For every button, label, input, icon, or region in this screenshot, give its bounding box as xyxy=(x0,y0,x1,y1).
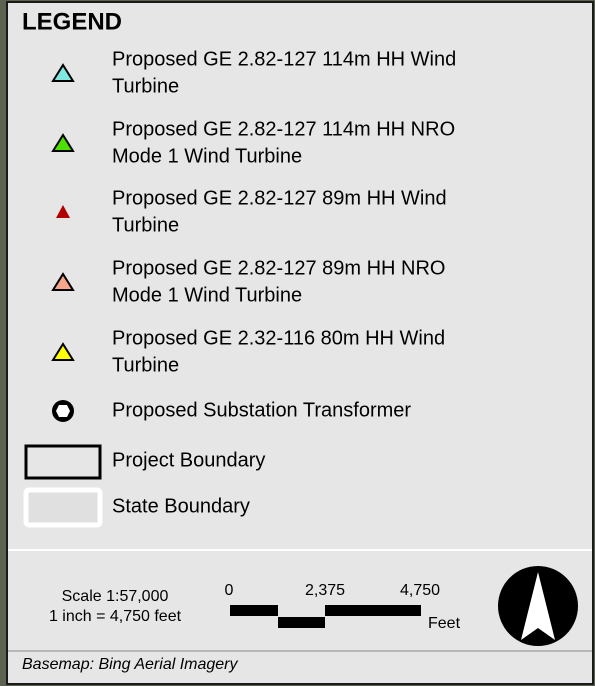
scale-label: 2,375 xyxy=(305,582,345,599)
scale-label: 4,750 xyxy=(400,582,440,599)
scale-label: 0 xyxy=(225,582,234,599)
legend-label: Turbine xyxy=(112,214,179,236)
scale-ratio: Scale 1:57,000 xyxy=(62,588,169,605)
icon-triangle xyxy=(51,272,75,291)
legend-label: Proposed GE 2.32-116 80m HH Wind xyxy=(112,327,445,349)
legend-label: Turbine xyxy=(112,354,179,376)
scale-bar xyxy=(325,605,421,616)
legend-box xyxy=(6,1,594,685)
basemap-note: Basemap: Bing Aerial Imagery xyxy=(22,656,239,673)
legend-label: Proposed GE 2.82-127 89m HH NRO xyxy=(112,257,446,279)
legend-label: Proposed GE 2.82-127 114m HH Wind xyxy=(112,48,456,70)
icon-triangle xyxy=(56,205,70,218)
legend-label: Proposed GE 2.82-127 89m HH Wind xyxy=(112,187,447,209)
icon-triangle xyxy=(51,133,75,152)
icon-state-boundary xyxy=(23,487,103,528)
icon-triangle xyxy=(51,342,75,361)
icon-substation-inner xyxy=(56,405,70,417)
scale-inch: 1 inch = 4,750 feet xyxy=(49,608,182,625)
north-arrow-needle xyxy=(521,572,555,640)
legend-label: Project Boundary xyxy=(112,449,265,471)
legend-label: Turbine xyxy=(112,75,179,97)
legend-label: State Boundary xyxy=(112,495,250,517)
legend-label: Mode 1 Wind Turbine xyxy=(112,284,302,306)
legend-label: Mode 1 Wind Turbine xyxy=(112,145,302,167)
icon-project-boundary xyxy=(24,444,102,480)
scale-bar xyxy=(230,605,278,616)
legend-label: Proposed GE 2.82-127 114m HH NRO xyxy=(112,118,455,140)
icon-triangle xyxy=(51,63,75,82)
legend-label: Proposed Substation Transformer xyxy=(112,399,411,421)
scale-unit: Feet xyxy=(428,615,461,632)
scale-bar xyxy=(278,617,325,628)
legend-title: LEGEND xyxy=(22,8,122,35)
